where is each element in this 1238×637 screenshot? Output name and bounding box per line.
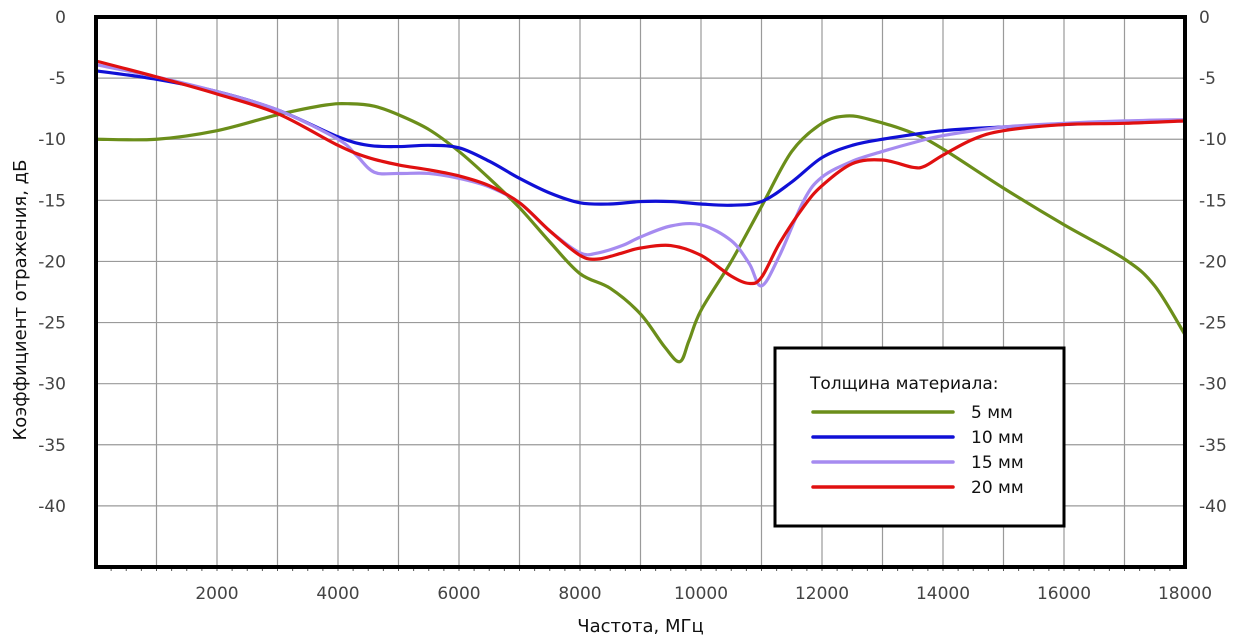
y-tick-label-right: -5 — [1199, 69, 1216, 89]
y-axis-title: Коэффициент отражения, дБ — [10, 160, 31, 441]
y-tick-label-left: -10 — [38, 130, 66, 150]
y-tick-label-left: -30 — [38, 375, 66, 395]
y-tick-label-left: -40 — [38, 497, 66, 517]
y-tick-label-right: -40 — [1199, 497, 1227, 517]
y-tick-label-right: -35 — [1199, 436, 1227, 456]
tick-labels: 2000 4000 6000 8000 10000 12000 14000 16000 1800… — [38, 8, 1227, 604]
y-tick-label-right: -10 — [1199, 130, 1227, 150]
y-tick-label-right: 0 — [1199, 8, 1210, 28]
series-line-4 — [94, 59, 1187, 286]
x-tick-label: 4000 — [316, 584, 359, 604]
legend-label-1: 5 мм — [971, 403, 1013, 423]
series-lines — [94, 59, 1187, 364]
y-tick-label-left: -5 — [49, 69, 66, 89]
x-tick-label: 16000 — [1037, 584, 1091, 604]
y-tick-label-left: 0 — [55, 8, 66, 28]
series-line-2 — [94, 69, 1187, 207]
legend-label-3: 15 мм — [971, 453, 1024, 473]
y-tick-label-left: -35 — [38, 436, 66, 456]
series-line-3 — [94, 63, 1187, 288]
legend-label-2: 10 мм — [971, 428, 1024, 448]
legend-label-4: 20 мм — [971, 478, 1024, 498]
x-tick-label: 8000 — [558, 584, 601, 604]
x-axis-title: Частота, МГц — [577, 616, 703, 637]
x-tick-label: 2000 — [195, 584, 238, 604]
legend-title: Толщина материала: — [809, 374, 999, 394]
y-tick-label-right: -25 — [1199, 314, 1227, 334]
series-line-1 — [94, 101, 1187, 364]
legend: Толщина материала: 5 мм 10 мм 15 мм 20 мм — [773, 346, 1066, 528]
x-tick-label: 6000 — [437, 584, 480, 604]
plot-frame — [94, 15, 1187, 569]
y-tick-label-right: -15 — [1199, 191, 1227, 211]
y-tick-label-left: -15 — [38, 191, 66, 211]
x-tick-label: 14000 — [916, 584, 970, 604]
x-tick-label: 18000 — [1158, 584, 1212, 604]
y-tick-label-right: -20 — [1199, 252, 1227, 272]
y-tick-label-left: -25 — [38, 314, 66, 334]
y-tick-label-right: -30 — [1199, 375, 1227, 395]
legend-items: 5 мм 10 мм 15 мм 20 мм — [811, 403, 1024, 498]
y-tick-label-left: -20 — [38, 252, 66, 272]
x-tick-label: 12000 — [795, 584, 849, 604]
x-tick-label: 10000 — [674, 584, 728, 604]
